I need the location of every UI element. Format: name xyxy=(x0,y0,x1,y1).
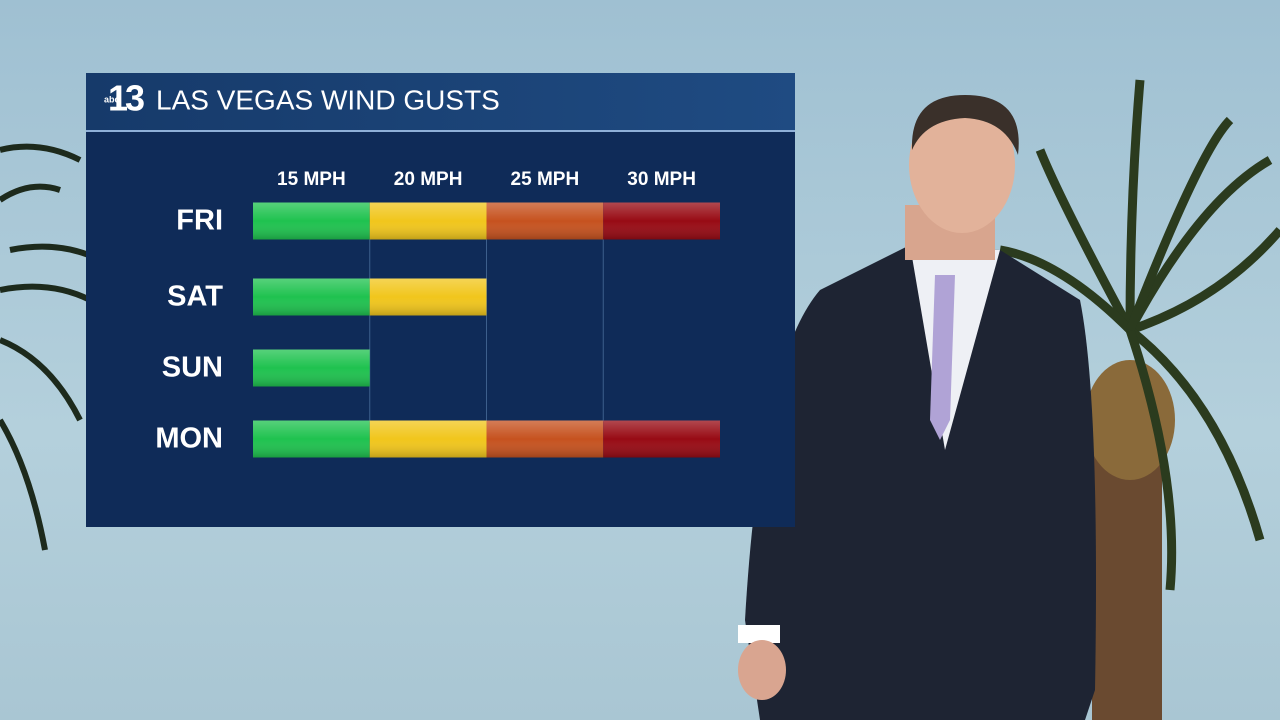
bar-shine xyxy=(253,420,370,458)
category-label: SAT xyxy=(167,281,223,313)
category-label: FRI xyxy=(176,205,223,237)
logo-channel: 13 xyxy=(108,78,144,119)
bar-shine xyxy=(486,420,604,458)
plot: 15 MPH 20 MPH 25 MPH 30 MPH FRI SAT SUN MON xyxy=(155,169,720,458)
bar-shine xyxy=(369,202,487,240)
x-tick-label: 25 MPH xyxy=(511,169,580,190)
category-label: MON xyxy=(155,423,223,455)
category-label: SUN xyxy=(162,352,223,384)
presenter xyxy=(738,95,1096,720)
x-tick-label: 30 MPH xyxy=(627,169,696,190)
bar-shine xyxy=(369,420,487,458)
bar-shine xyxy=(603,420,720,458)
bar-shine xyxy=(603,202,720,240)
chart-header xyxy=(86,73,795,131)
bar-shine xyxy=(253,278,370,316)
logo-network: abc xyxy=(104,94,120,104)
x-tick-label: 20 MPH xyxy=(394,169,463,190)
bar-shine xyxy=(369,278,487,316)
x-tick-label: 15 MPH xyxy=(277,169,346,190)
bar-shine xyxy=(486,202,604,240)
palm-right xyxy=(999,79,1280,720)
chart-title: LAS VEGAS WIND GUSTS xyxy=(156,84,500,115)
bar-shine xyxy=(253,349,370,387)
bar-shine xyxy=(253,202,370,240)
